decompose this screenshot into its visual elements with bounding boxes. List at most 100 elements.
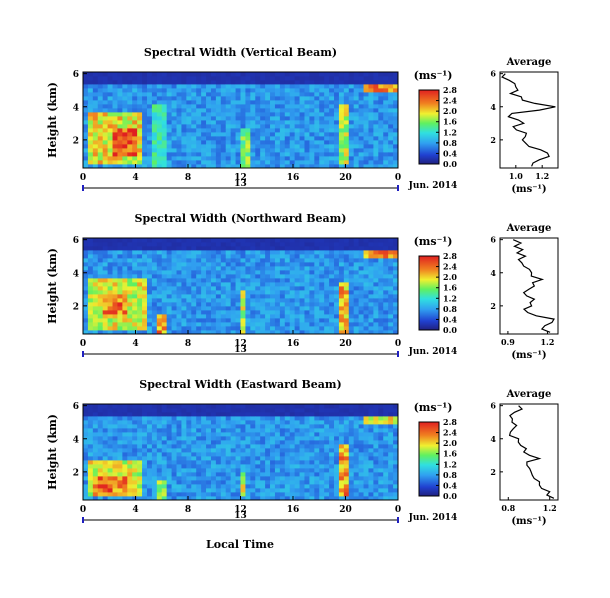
heatmap-cell bbox=[176, 310, 182, 315]
heatmap-cell bbox=[358, 108, 364, 113]
heatmap-cell bbox=[338, 128, 345, 133]
heatmap-cell bbox=[255, 144, 261, 149]
heatmap-cell bbox=[142, 310, 148, 315]
heatmap-cell bbox=[176, 472, 182, 477]
heatmap-cell bbox=[215, 246, 222, 251]
heatmap-cell bbox=[112, 100, 118, 105]
heatmap-cell bbox=[338, 456, 345, 461]
heatmap-cell bbox=[240, 120, 246, 125]
heatmap-cell bbox=[220, 242, 227, 247]
heatmap-cell bbox=[348, 318, 355, 323]
heatmap-cell bbox=[343, 444, 350, 449]
heatmap-cell bbox=[378, 468, 384, 473]
heatmap-cell bbox=[220, 330, 227, 335]
heatmap-cell bbox=[230, 112, 236, 117]
heatmap-cell bbox=[146, 76, 153, 81]
heatmap-cell bbox=[83, 108, 89, 113]
heatmap-cell bbox=[329, 476, 335, 481]
heatmap-cell bbox=[368, 96, 374, 101]
heatmap-cell bbox=[358, 156, 364, 161]
heatmap-cell bbox=[274, 136, 281, 141]
heatmap-cell bbox=[368, 164, 374, 169]
heatmap-cell bbox=[343, 468, 350, 473]
heatmap-cell bbox=[309, 286, 315, 291]
heatmap-cell bbox=[260, 242, 266, 247]
heatmap-cell bbox=[329, 266, 335, 271]
heatmap-cell bbox=[206, 424, 212, 429]
heatmap-cell bbox=[314, 444, 320, 449]
heatmap-cell bbox=[166, 128, 172, 133]
heatmap-cell bbox=[368, 436, 374, 441]
heatmap-cell bbox=[353, 456, 360, 461]
heatmap-cell bbox=[363, 420, 369, 425]
heatmap-cell bbox=[348, 444, 355, 449]
heatmap-cell bbox=[245, 258, 251, 263]
heatmap-cell bbox=[294, 144, 300, 149]
heatmap-cell bbox=[388, 278, 394, 283]
heatmap-cell bbox=[83, 306, 89, 311]
heatmap-cell bbox=[225, 76, 232, 81]
heatmap-cell bbox=[358, 100, 364, 105]
heatmap-cell bbox=[265, 120, 271, 125]
heatmap-cell bbox=[191, 266, 197, 271]
heatmap-cell bbox=[358, 92, 364, 97]
colorbar bbox=[418, 89, 440, 165]
heatmap-cell bbox=[260, 238, 266, 243]
heatmap-cell bbox=[363, 84, 369, 89]
heatmap-cell bbox=[265, 286, 271, 291]
heatmap-cell bbox=[393, 286, 399, 291]
heatmap-cell bbox=[368, 274, 374, 279]
heatmap-cell bbox=[314, 254, 320, 259]
heatmap-cell bbox=[225, 420, 232, 425]
heatmap-cell bbox=[378, 432, 384, 437]
heatmap-cell bbox=[127, 318, 133, 323]
heatmap-cell bbox=[127, 298, 133, 303]
heatmap-cell bbox=[92, 278, 99, 283]
average-x-tick-label: 1.2 bbox=[535, 171, 549, 181]
heatmap-cell bbox=[343, 456, 350, 461]
heatmap-cell bbox=[274, 464, 281, 469]
heatmap-cell bbox=[107, 298, 113, 303]
heatmap-cell bbox=[235, 136, 241, 141]
heatmap-cell bbox=[314, 314, 320, 319]
heatmap-cell bbox=[304, 492, 310, 497]
heatmap-cell bbox=[142, 404, 148, 409]
heatmap-cell bbox=[378, 404, 384, 409]
heatmap-cell bbox=[127, 286, 133, 291]
heatmap-cell bbox=[225, 318, 232, 323]
heatmap-cell bbox=[176, 152, 182, 157]
heatmap-cell bbox=[215, 496, 222, 501]
heatmap-cell bbox=[363, 294, 369, 299]
heatmap-cell bbox=[122, 100, 128, 105]
heatmap-cell bbox=[240, 152, 246, 157]
heatmap-cell bbox=[132, 472, 138, 477]
heatmap-cell bbox=[230, 472, 236, 477]
heatmap-cell bbox=[225, 326, 232, 331]
heatmap-cell bbox=[265, 416, 271, 421]
heatmap-cell bbox=[393, 496, 399, 501]
heatmap-cell bbox=[196, 412, 202, 417]
heatmap-cell bbox=[137, 440, 143, 445]
heatmap-cell bbox=[270, 452, 276, 457]
heatmap-cell bbox=[102, 266, 109, 271]
heatmap-cell bbox=[299, 310, 305, 315]
heatmap-cell bbox=[201, 258, 207, 263]
heatmap-cell bbox=[319, 278, 325, 283]
heatmap-cell bbox=[393, 156, 399, 161]
heatmap-cell bbox=[137, 156, 143, 161]
heatmap-cell bbox=[151, 484, 158, 489]
heatmap-cell bbox=[171, 80, 177, 85]
heatmap-cell bbox=[309, 76, 315, 81]
heatmap-cell bbox=[358, 416, 364, 421]
heatmap-cell bbox=[201, 322, 207, 327]
heatmap-cell bbox=[358, 412, 364, 417]
heatmap-cell bbox=[92, 254, 99, 259]
heatmap-cell bbox=[220, 278, 227, 283]
heatmap-cell bbox=[255, 484, 261, 489]
heatmap-cell bbox=[171, 428, 177, 433]
heatmap-cell bbox=[161, 432, 168, 437]
heatmap-cell bbox=[83, 96, 89, 101]
heatmap-cell bbox=[230, 246, 236, 251]
heatmap-cell bbox=[304, 496, 310, 501]
heatmap-cell bbox=[343, 302, 350, 307]
